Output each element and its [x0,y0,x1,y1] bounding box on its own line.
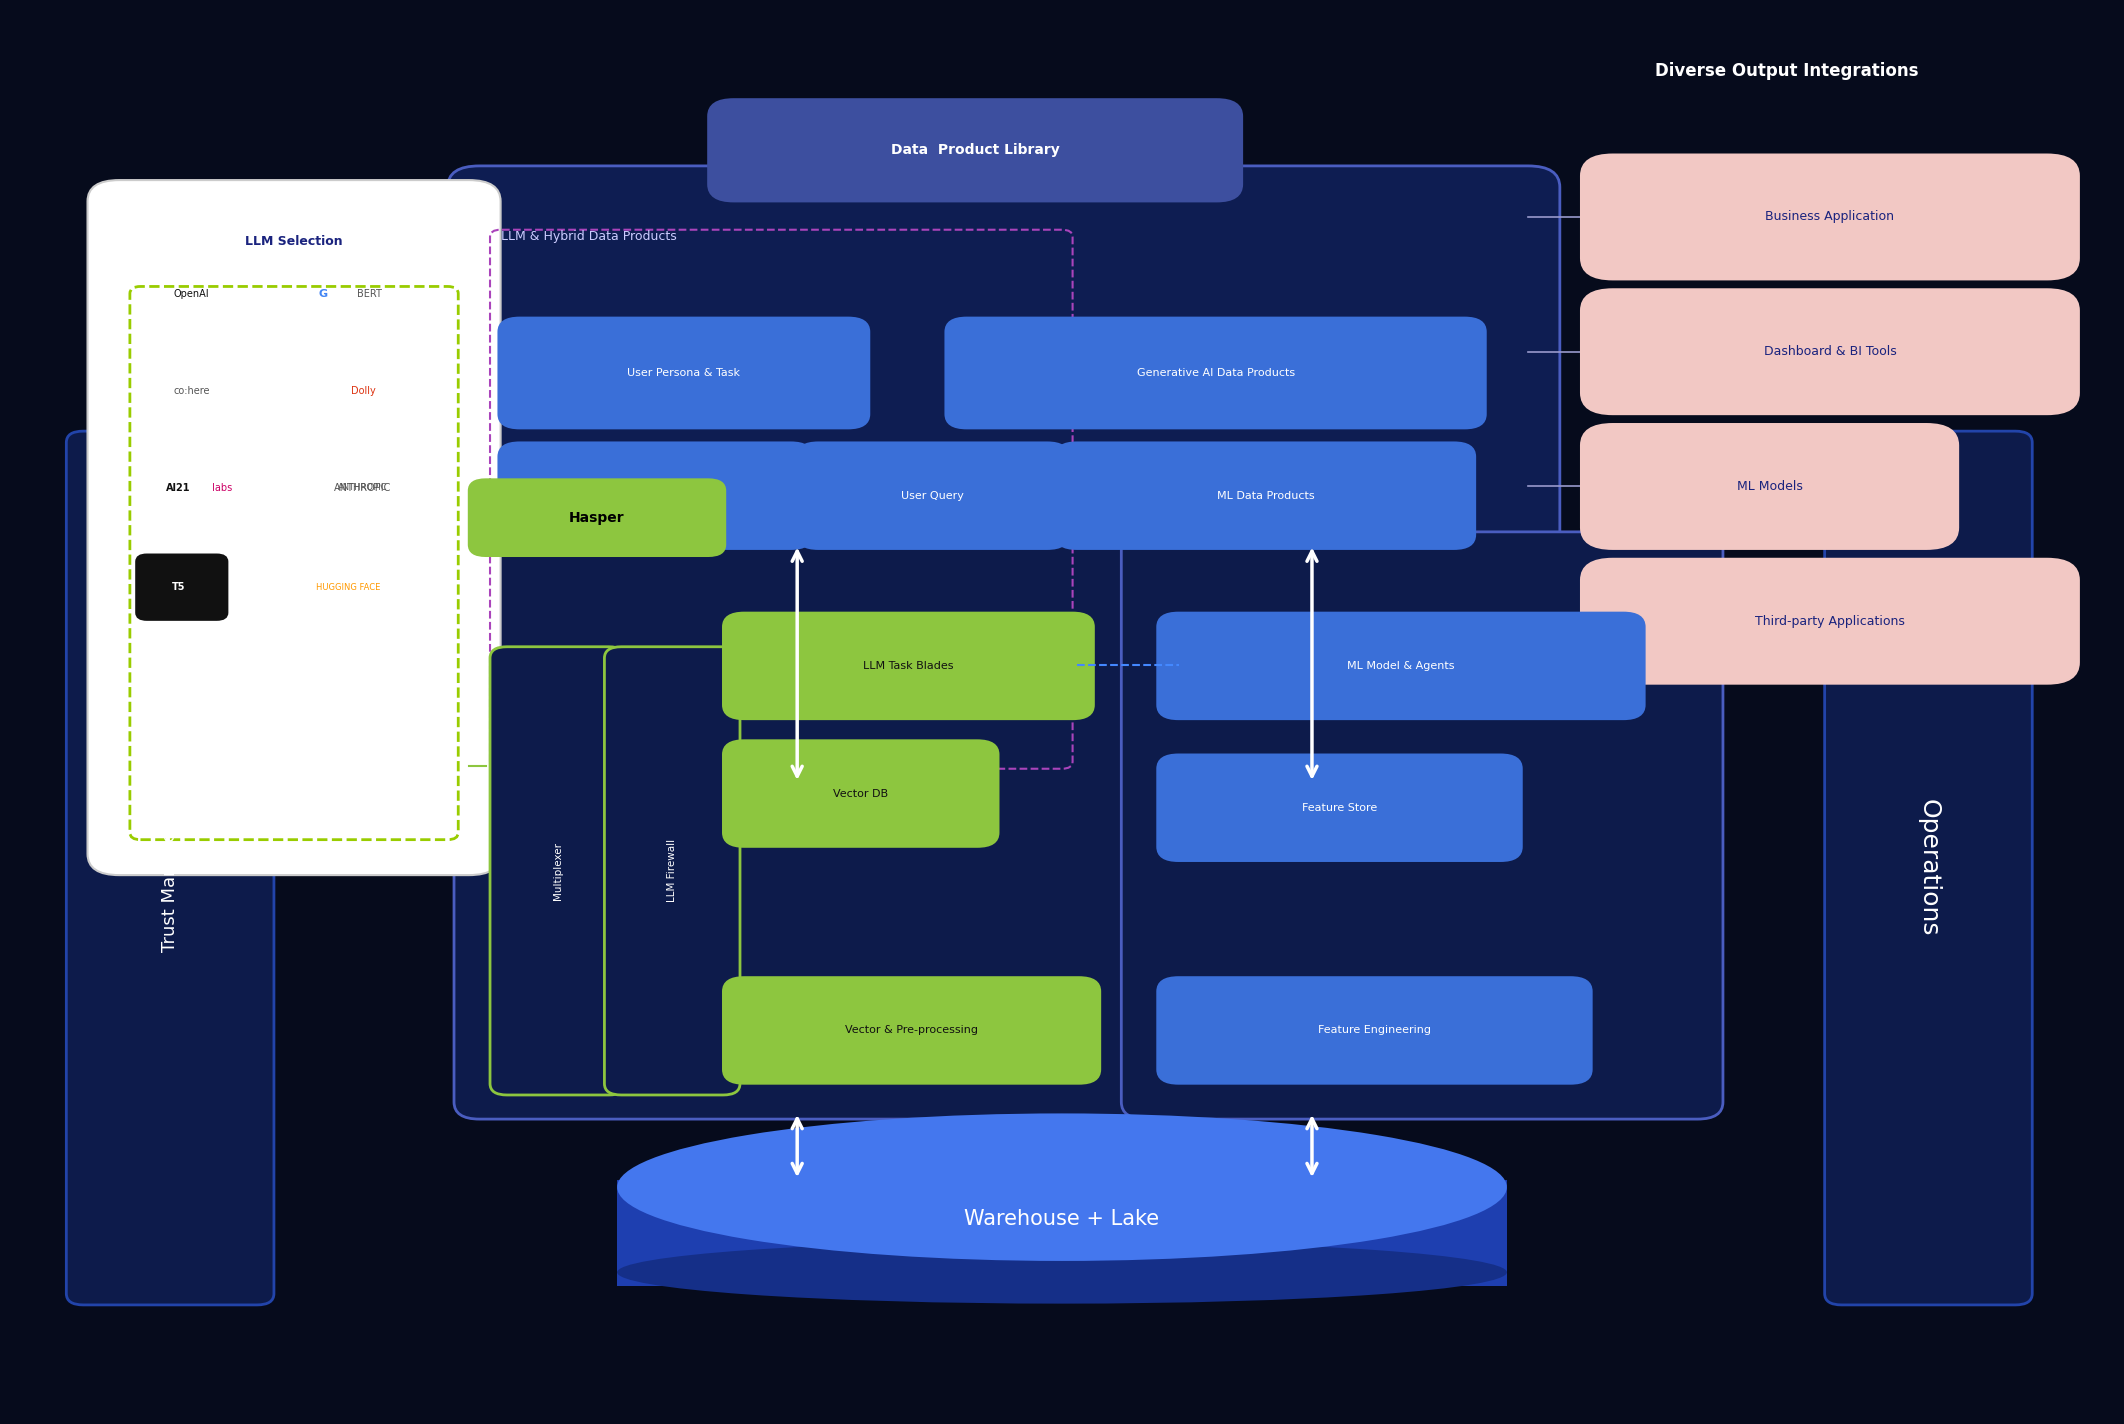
Text: LLM Task Blades: LLM Task Blades [862,661,954,671]
Text: Multiplexer: Multiplexer [552,842,563,900]
Text: LLM Selection: LLM Selection [244,235,342,248]
Text: Diverse Output Integrations: Diverse Output Integrations [1655,61,1918,80]
FancyBboxPatch shape [722,612,1094,719]
Text: BERT: BERT [357,289,382,299]
Text: labs: labs [210,483,234,493]
FancyBboxPatch shape [499,318,869,429]
Text: G: G [319,289,327,299]
Text: LLM & Hybrid Data Products: LLM & Hybrid Data Products [501,231,675,244]
Text: OpenAI: OpenAI [174,289,208,299]
Text: Feature Engineering: Feature Engineering [1319,1025,1432,1035]
Text: Business Application: Business Application [1765,211,1895,224]
Text: ML Data Products: ML Data Products [1217,491,1315,501]
FancyBboxPatch shape [722,977,1100,1084]
FancyBboxPatch shape [707,100,1243,201]
Ellipse shape [618,1240,1506,1303]
Text: Hasper: Hasper [569,511,624,524]
Text: Generative AI Data Products: Generative AI Data Products [1136,367,1296,377]
Text: LLM Firewall: LLM Firewall [667,839,678,903]
Text: T5: T5 [172,582,185,592]
Text: Trust Management: Trust Management [161,785,178,953]
FancyBboxPatch shape [491,646,627,1095]
FancyBboxPatch shape [1580,155,2079,279]
FancyBboxPatch shape [796,443,1068,548]
FancyBboxPatch shape [66,431,274,1304]
FancyBboxPatch shape [945,318,1485,429]
FancyBboxPatch shape [87,179,501,876]
FancyBboxPatch shape [1825,431,2033,1304]
Text: Warehouse + Lake: Warehouse + Lake [964,1209,1160,1229]
FancyBboxPatch shape [1158,977,1591,1084]
Text: Dashboard & BI Tools: Dashboard & BI Tools [1763,345,1897,359]
FancyBboxPatch shape [1580,424,1958,548]
FancyBboxPatch shape [1158,612,1644,719]
Text: Feature Store: Feature Store [1302,803,1376,813]
Text: HUGGING FACE: HUGGING FACE [316,582,380,592]
Text: User Query: User Query [901,491,964,501]
Text: User Persona & Task: User Persona & Task [627,367,741,377]
Text: ML Model & Agents: ML Model & Agents [1347,661,1455,671]
Bar [1262,187,1308,776]
Text: AI21: AI21 [166,483,191,493]
FancyBboxPatch shape [1121,531,1723,1119]
Text: ANTHROPIC: ANTHROPIC [333,483,391,493]
Text: Vector & Pre-processing: Vector & Pre-processing [845,1025,977,1035]
FancyBboxPatch shape [1580,289,2079,414]
Text: co:here: co:here [172,386,210,396]
Text: Data  Product Library: Data Product Library [890,144,1060,157]
Bar [618,1180,1506,1286]
FancyBboxPatch shape [1056,443,1474,548]
Text: Third-party Applications: Third-party Applications [1754,615,1905,628]
FancyBboxPatch shape [469,480,724,555]
FancyBboxPatch shape [455,531,1151,1119]
Text: Vector DB: Vector DB [833,789,888,799]
FancyBboxPatch shape [1580,558,2079,684]
FancyBboxPatch shape [605,646,739,1095]
Text: ANTHROPIC: ANTHROPIC [338,483,389,493]
Text: Operations: Operations [1916,799,1941,937]
Text: Dolly: Dolly [350,386,376,396]
Text: Query Response: Query Response [610,491,701,501]
FancyBboxPatch shape [499,443,811,548]
Ellipse shape [618,1114,1506,1260]
FancyBboxPatch shape [722,740,998,847]
FancyBboxPatch shape [448,167,1559,797]
FancyBboxPatch shape [136,554,227,619]
Text: ML Models: ML Models [1737,480,1803,493]
FancyBboxPatch shape [1158,755,1521,862]
